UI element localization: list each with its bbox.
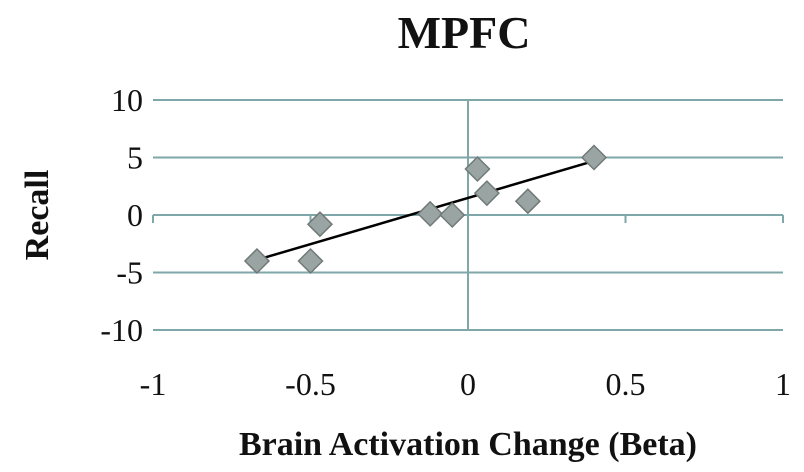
data-points: [243, 144, 608, 275]
data-point: [417, 200, 444, 227]
chart-title: MPFC: [398, 7, 531, 58]
data-point: [306, 211, 334, 238]
x-tick-label: 0: [460, 366, 476, 402]
x-tick-label: 1: [775, 366, 791, 402]
axes: [152, 100, 784, 330]
y-tick-label: 5: [127, 140, 143, 176]
x-tick-label: -0.5: [285, 366, 336, 402]
data-point: [297, 247, 324, 275]
y-tick-label: 10: [111, 82, 143, 118]
x-tick-label: -1: [140, 366, 167, 402]
x-axis-label: Brain Activation Change (Beta): [239, 426, 697, 463]
data-point: [464, 155, 491, 183]
data-point: [514, 188, 541, 215]
data-point: [243, 247, 271, 275]
x-tick-label: 0.5: [606, 366, 646, 402]
x-tick-labels: -1 -0.5 0 0.5 1: [140, 366, 791, 402]
data-point: [439, 201, 466, 229]
y-tick-label: -5: [116, 255, 143, 291]
data-point: [473, 180, 500, 207]
y-tick-label: 0: [127, 197, 143, 233]
y-tick-labels: -10 -5 0 5 10: [100, 82, 143, 348]
data-point: [580, 144, 608, 171]
y-tick-label: -10: [100, 312, 143, 348]
y-axis-label: Recall: [19, 170, 56, 261]
